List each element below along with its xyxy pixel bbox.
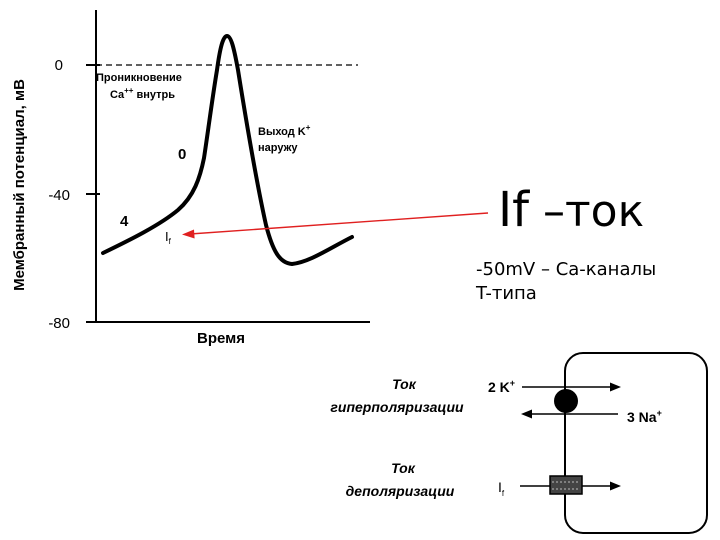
- red-pointer-arrow: [189, 212, 489, 235]
- if-arrow-head: [610, 481, 621, 491]
- if-note-line1: -50mV – Ca-каналы: [476, 259, 657, 280]
- phase-0-label: 0: [178, 146, 186, 163]
- graph-if-label: If: [165, 229, 172, 246]
- k-efflux-label-line2: наружу: [258, 142, 298, 154]
- cell-if-label: If: [498, 479, 505, 498]
- na-k-pump: [554, 389, 578, 413]
- if-current-title-rest: –ток: [529, 186, 645, 237]
- hyper-current-label-line2: гиперполяризации: [330, 399, 464, 415]
- if-channel-block: [549, 475, 583, 495]
- k-efflux-label: Выход K+: [258, 123, 311, 138]
- depol-current-label: Ток: [391, 460, 416, 476]
- y-axis-title: Мембранный потенциал, мВ: [11, 79, 28, 291]
- if-current-note: -50mV – Ca-каналы T-типа: [476, 258, 656, 306]
- cell-outline: [564, 352, 708, 534]
- k-arrow-head: [610, 382, 621, 392]
- tick-label-minus80: -80: [48, 315, 70, 332]
- red-arrow-head: [182, 229, 195, 239]
- ca-influx-label: Проникновение: [96, 72, 182, 84]
- tick-label-0: 0: [55, 57, 63, 74]
- action-potential-curve: [101, 34, 354, 266]
- if-current-title-main: If: [498, 182, 530, 238]
- depol-current-label-line2: деполяризации: [346, 483, 455, 499]
- if-current-title: If –ток: [498, 186, 644, 234]
- if-note-line2: T-типа: [476, 283, 537, 304]
- tick-label-minus40: -40: [48, 187, 70, 204]
- ca-influx-label-line2: Ca++ внутрь: [110, 86, 175, 101]
- x-axis-title: Время: [197, 330, 245, 347]
- phase-4-label: 4: [120, 213, 129, 230]
- k-ion-label: 2 K+: [488, 378, 515, 395]
- na-arrow-head: [521, 409, 532, 419]
- hyper-current-label: Ток: [392, 376, 417, 392]
- na-ion-label: 3 Na+: [627, 408, 662, 425]
